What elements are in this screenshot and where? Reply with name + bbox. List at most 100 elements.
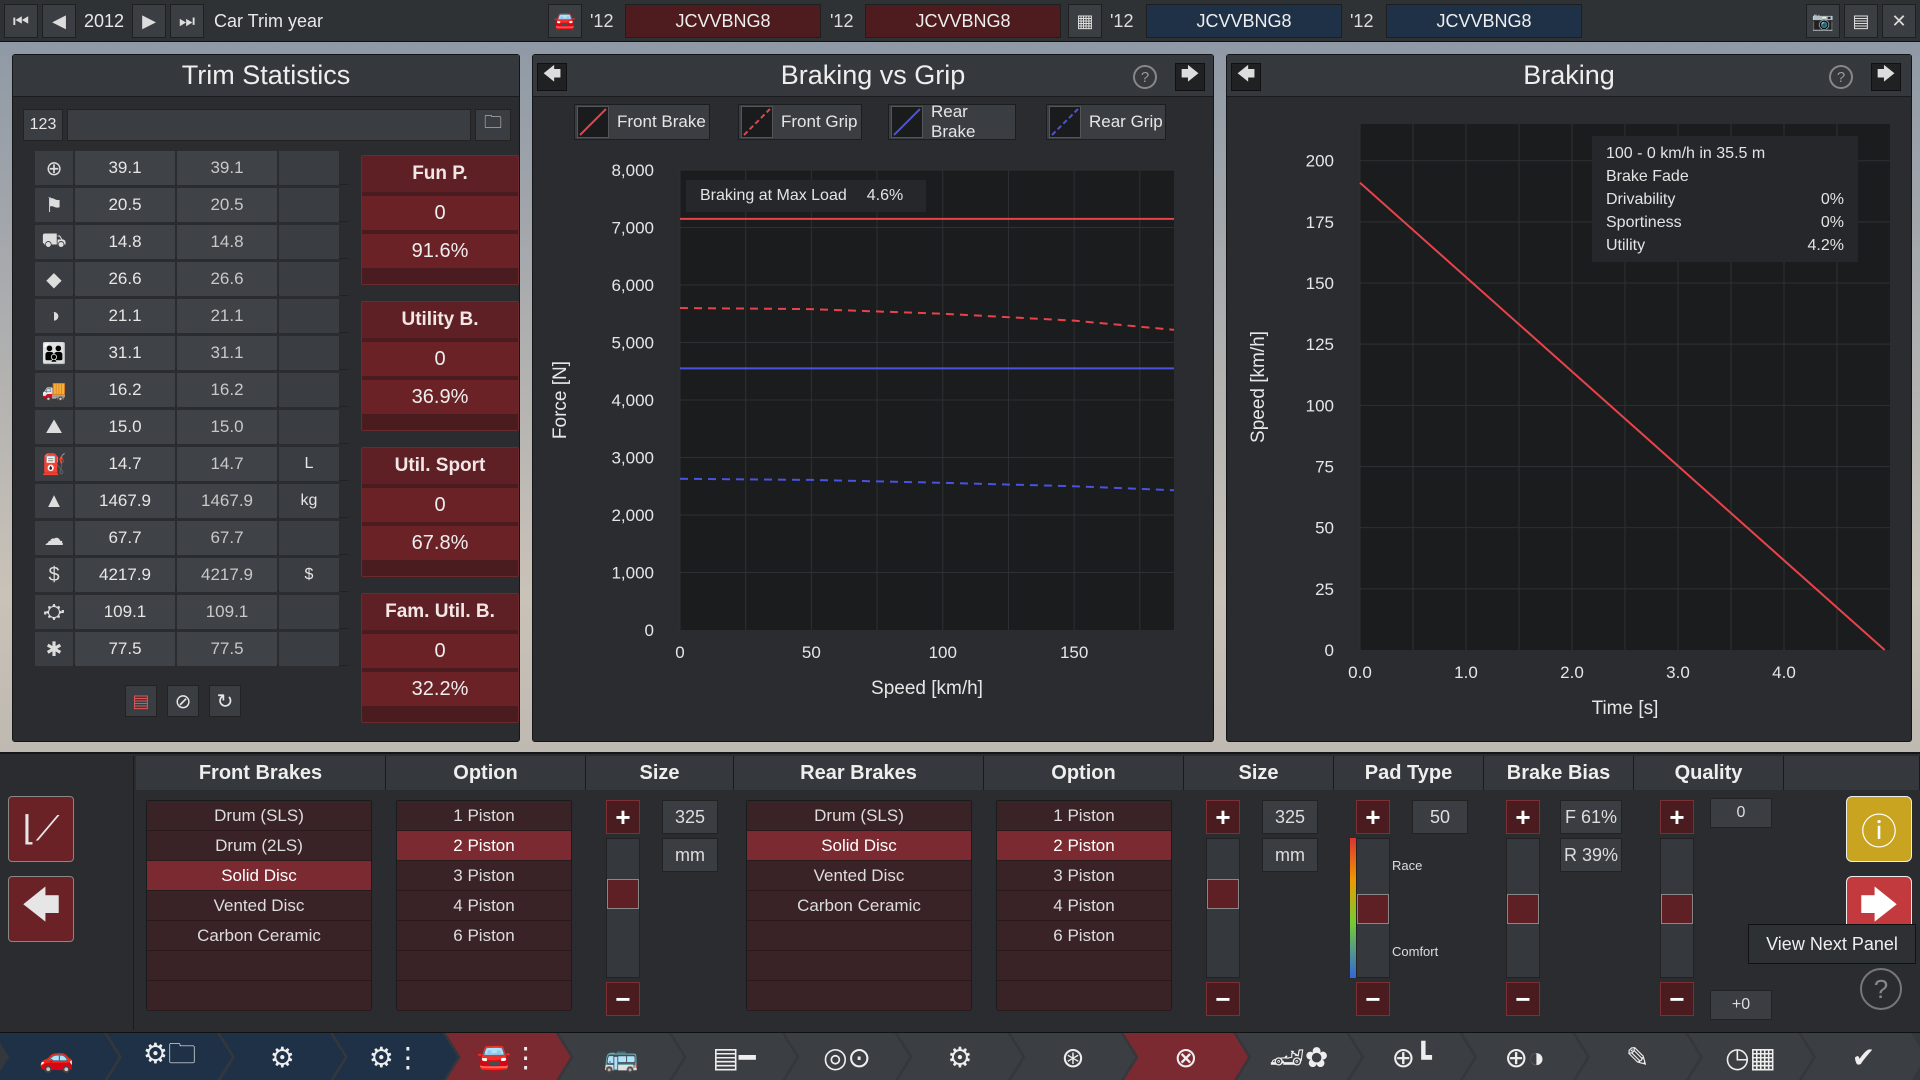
front-size-minus-button[interactable]: − xyxy=(606,982,640,1016)
front-piston-option[interactable]: 2 Piston xyxy=(397,831,571,861)
year-value: 2012 xyxy=(84,10,125,31)
car-body-icon[interactable]: 🚗 xyxy=(0,1033,119,1080)
vin-slot-1[interactable]: JCVVBNG8 xyxy=(625,4,821,38)
folder-car-icon[interactable]: 🗀 xyxy=(475,109,511,141)
compare-grid-icon[interactable]: ▦ xyxy=(1068,4,1102,38)
pad-minus-button[interactable]: − xyxy=(1356,982,1390,1016)
camera-icon[interactable]: 📷 xyxy=(1806,4,1840,38)
rear-piston-option[interactable]: 1 Piston xyxy=(997,801,1171,831)
quality-slider[interactable] xyxy=(1660,838,1694,978)
help-icon[interactable]: ? xyxy=(1133,65,1157,89)
prev-panel-icon[interactable]: 🡄 xyxy=(537,63,567,91)
front-brake-option[interactable]: Carbon Ceramic xyxy=(147,921,371,951)
brakes-icon[interactable]: ⊗ xyxy=(1123,1033,1249,1080)
front-size-plus-button[interactable]: + xyxy=(606,800,640,834)
clear-icon[interactable]: ⊘ xyxy=(167,685,199,717)
front-size-slider[interactable] xyxy=(606,838,640,978)
next-year-button[interactable]: ▶ xyxy=(132,4,166,38)
rear-brake-option[interactable]: Drum (SLS) xyxy=(747,801,971,831)
front-piston-option[interactable]: 1 Piston xyxy=(397,801,571,831)
slider-knob[interactable] xyxy=(1507,894,1539,924)
tyres-icon[interactable]: ⚙ xyxy=(897,1033,1023,1080)
front-brake-option[interactable]: Solid Disc xyxy=(147,861,371,891)
rear-piston-option[interactable]: 4 Piston xyxy=(997,891,1171,921)
bias-minus-button[interactable]: − xyxy=(1506,982,1540,1016)
aero-icon[interactable]: 🏎✿ xyxy=(1236,1033,1362,1080)
rear-brake-option[interactable]: Solid Disc xyxy=(747,831,971,861)
slider-knob[interactable] xyxy=(607,879,639,909)
drivetrain-icon[interactable]: ▤━ xyxy=(671,1033,797,1080)
front-size-value[interactable]: 325 xyxy=(662,800,718,834)
legend-front-grip[interactable]: Front Grip xyxy=(738,104,862,140)
next-panel-icon[interactable]: 🡆 xyxy=(1871,63,1901,91)
finish-icon[interactable]: ✔ xyxy=(1801,1033,1920,1080)
rear-piston-option[interactable]: 2 Piston xyxy=(997,831,1171,861)
prev-panel-icon[interactable]: 🡄 xyxy=(1231,63,1261,91)
fuel-system-icon[interactable]: ✎ xyxy=(1575,1033,1701,1080)
header-front-brakes: Front Brakes xyxy=(136,756,386,790)
safety-icon[interactable]: ⊕◑ xyxy=(1462,1033,1588,1080)
compare-car-icon[interactable]: 🚘 xyxy=(548,4,582,38)
rear-brake-option[interactable]: Vented Disc xyxy=(747,861,971,891)
first-year-button[interactable]: ⏮ xyxy=(4,4,38,38)
help-icon[interactable]: ? xyxy=(1829,65,1853,89)
legend-front-brake[interactable]: Front Brake xyxy=(574,104,710,140)
engine-tune-icon[interactable]: ⚙⋮ xyxy=(332,1033,458,1080)
slider-knob[interactable] xyxy=(1357,894,1389,924)
slider-knob[interactable] xyxy=(1207,879,1239,909)
calculator-icon[interactable]: ▤ xyxy=(1844,4,1878,38)
suspension-icon[interactable]: ◎⊙ xyxy=(784,1033,910,1080)
slider-knob[interactable] xyxy=(1661,894,1693,924)
front-brake-option[interactable]: Vented Disc xyxy=(147,891,371,921)
pad-gradient-bar xyxy=(1350,838,1356,978)
y-tick-label: 125 xyxy=(1306,335,1334,354)
car-angle-icon[interactable]: ⌊⟋ xyxy=(8,796,74,862)
trim-name-input[interactable] xyxy=(67,109,471,141)
rear-piston-option[interactable]: 3 Piston xyxy=(997,861,1171,891)
warning-icon[interactable]: ⓘ xyxy=(1846,796,1912,862)
front-piston-option[interactable]: 4 Piston xyxy=(397,891,571,921)
prev-year-button[interactable]: ◀ xyxy=(42,4,76,38)
close-icon[interactable]: ✕ xyxy=(1882,4,1916,38)
vin-slot-2[interactable]: JCVVBNG8 xyxy=(865,4,1061,38)
rear-size-slider[interactable] xyxy=(1206,838,1240,978)
vin-slot-4[interactable]: JCVVBNG8 xyxy=(1386,4,1582,38)
rear-size-value[interactable]: 325 xyxy=(1262,800,1318,834)
wheels-icon[interactable]: ⊛ xyxy=(1010,1033,1136,1080)
interior-icon[interactable]: ⊕┗ xyxy=(1349,1033,1475,1080)
rear-size-plus-button[interactable]: + xyxy=(1206,800,1240,834)
score-group: Util. Sport 0 67.8% xyxy=(361,447,519,577)
rear-size-minus-button[interactable]: − xyxy=(1206,982,1240,1016)
back-arrow-icon[interactable]: 🡄 xyxy=(8,876,74,942)
testing-icon[interactable]: ◷▦ xyxy=(1688,1033,1814,1080)
help-icon[interactable]: ? xyxy=(1860,968,1902,1010)
bodywork-icon[interactable]: 🚌 xyxy=(558,1033,684,1080)
rear-piston-option[interactable]: 6 Piston xyxy=(997,921,1171,951)
front-piston-option[interactable]: 6 Piston xyxy=(397,921,571,951)
pad-value[interactable]: 50 xyxy=(1412,800,1468,834)
stat-compare-value: 77.5 xyxy=(177,632,277,666)
legend-rear-grip[interactable]: Rear Grip xyxy=(1046,104,1166,140)
legend-rear-brake[interactable]: Rear Brake xyxy=(888,102,1016,141)
bias-slider[interactable] xyxy=(1506,838,1540,978)
quality-plus-button[interactable]: + xyxy=(1660,800,1694,834)
quality-minus-button[interactable]: − xyxy=(1660,982,1694,1016)
chassis-icon[interactable]: 🚘⋮ xyxy=(445,1033,571,1080)
notes-icon[interactable]: ▤ xyxy=(125,685,157,717)
front-brake-option[interactable]: Drum (2LS) xyxy=(147,831,371,861)
front-brake-option[interactable]: Drum (SLS) xyxy=(147,801,371,831)
front-piston-option[interactable]: 3 Piston xyxy=(397,861,571,891)
stat-unit xyxy=(279,595,339,629)
engine-family-icon[interactable]: ⚙🗀 xyxy=(106,1033,232,1080)
pad-plus-button[interactable]: + xyxy=(1356,800,1390,834)
rear-brake-option[interactable]: Carbon Ceramic xyxy=(747,891,971,921)
reset-icon[interactable]: ↻ xyxy=(209,685,241,717)
x-tick-label: 2.0 xyxy=(1560,663,1584,682)
last-year-button[interactable]: ⏭ xyxy=(170,4,204,38)
bias-plus-button[interactable]: + xyxy=(1506,800,1540,834)
pad-slider[interactable] xyxy=(1356,838,1390,978)
engine-icon[interactable]: ⚙ xyxy=(219,1033,345,1080)
next-panel-icon[interactable]: 🡆 xyxy=(1175,63,1205,91)
empty-slot xyxy=(747,951,971,981)
vin-slot-3[interactable]: JCVVBNG8 xyxy=(1146,4,1342,38)
